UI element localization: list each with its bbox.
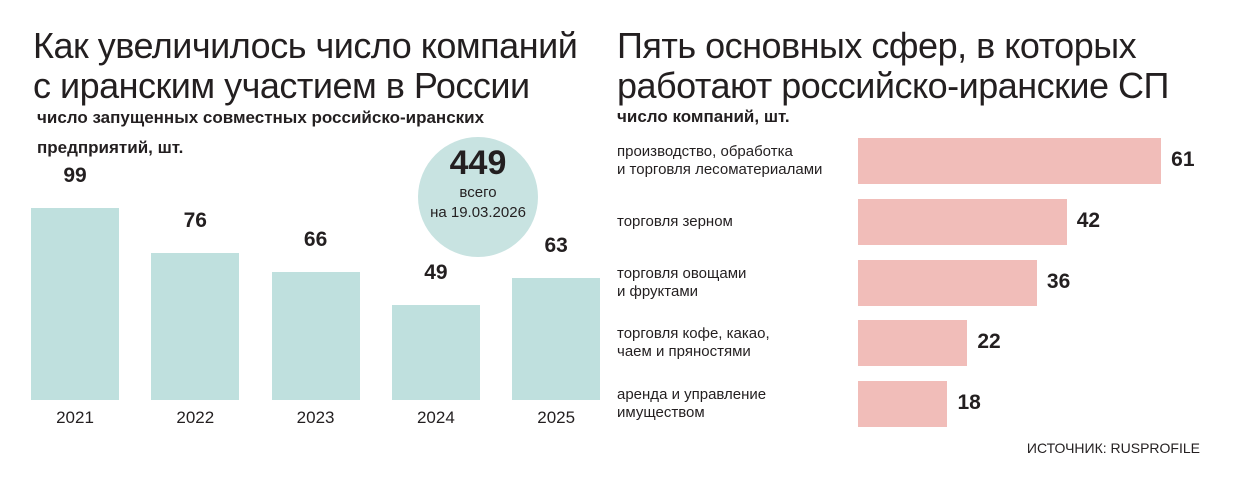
x-tick-label: 2021 bbox=[56, 408, 94, 427]
value-label: 22 bbox=[977, 330, 1001, 354]
x-tick-label: 2022 bbox=[176, 408, 215, 427]
chart-title: Пять основных сфер, в которых работают р… bbox=[617, 25, 1169, 106]
bar bbox=[31, 207, 119, 400]
value-label: 99 bbox=[63, 163, 87, 187]
y-tick-label: торговля овощами и фруктами bbox=[617, 264, 747, 300]
annotation-text: всего на 19.03.2026 bbox=[430, 184, 526, 221]
chart-title: Как увеличилось число компаний с ирански… bbox=[33, 25, 578, 106]
annotation-circle bbox=[418, 137, 538, 257]
y-tick-label: аренда и управление имуществом bbox=[617, 386, 767, 421]
bar bbox=[858, 138, 1162, 184]
value-label: 76 bbox=[183, 208, 207, 232]
bar bbox=[271, 271, 360, 400]
value-label: 61 bbox=[1171, 148, 1195, 171]
chart-subtitle: число компаний, шт. bbox=[617, 107, 790, 126]
y-tick-label: торговля зерном bbox=[617, 212, 733, 230]
bar bbox=[858, 381, 948, 427]
value-label: 42 bbox=[1076, 208, 1101, 232]
bar bbox=[391, 304, 480, 400]
y-tick-label: производство, обработка и торговля лесом… bbox=[617, 143, 823, 178]
x-tick-label: 2024 bbox=[416, 408, 455, 427]
bar bbox=[151, 252, 240, 400]
value-label: 63 bbox=[544, 233, 568, 257]
source-note: ИСТОЧНИК: RUSPROFILE bbox=[1026, 440, 1200, 456]
bar bbox=[858, 259, 1037, 306]
value-label: 49 bbox=[424, 260, 448, 284]
bar bbox=[858, 198, 1067, 245]
x-tick-label: 2025 bbox=[537, 408, 576, 427]
value-label: 36 bbox=[1046, 269, 1071, 293]
annotation-value: 449 bbox=[449, 144, 507, 182]
value-label: 18 bbox=[957, 391, 981, 414]
chart-subtitle: число запущенных совместных российско-ир… bbox=[37, 108, 485, 157]
value-label: 66 bbox=[303, 227, 328, 251]
x-tick-label: 2023 bbox=[296, 408, 335, 427]
y-tick-label: торговля кофе, какао, чаем и пряностями bbox=[617, 325, 770, 361]
bar bbox=[512, 277, 601, 400]
bar bbox=[858, 320, 968, 367]
